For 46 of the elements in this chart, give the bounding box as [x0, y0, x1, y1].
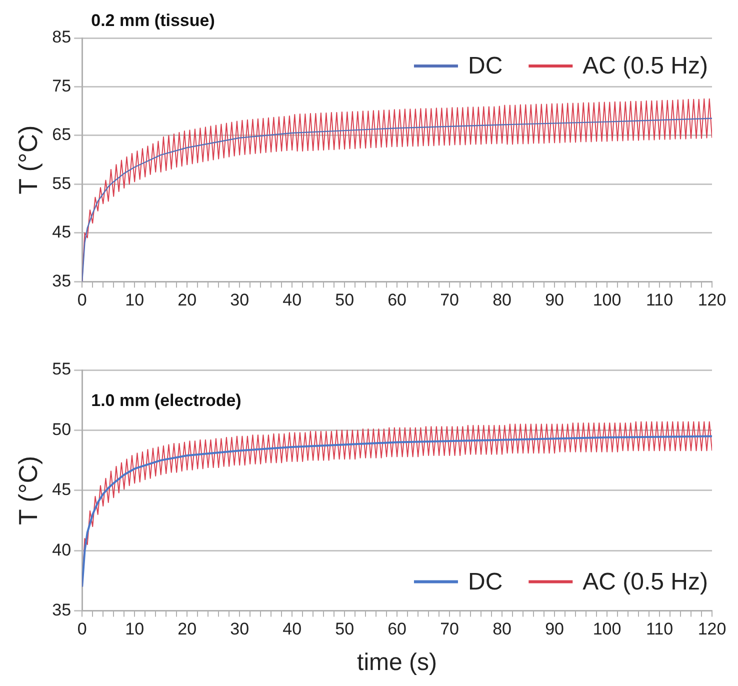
x-tick-label: 40: [282, 290, 302, 310]
legend-label: AC (0.5 Hz): [582, 52, 708, 80]
y-tick-label: 55: [52, 174, 72, 193]
y-tick-label: 45: [52, 222, 72, 242]
x-tick-label: 80: [492, 620, 512, 639]
legend-label: AC (0.5 Hz): [582, 568, 708, 596]
x-tick-label: 20: [178, 620, 197, 639]
x-tick-label: 30: [230, 290, 250, 310]
x-tick-label: 10: [125, 290, 144, 310]
x-tick-label: 120: [698, 620, 726, 639]
x-tick-label: 90: [545, 620, 564, 639]
x-tick-label: 50: [335, 290, 354, 310]
x-tick-label: 60: [388, 620, 407, 639]
chart-title: 0.2 mm (tissue): [91, 11, 215, 30]
x-tick-label: 110: [646, 620, 674, 639]
text: 1.0 mm (electrode): [91, 391, 242, 410]
x-tick-label: 0: [77, 620, 87, 639]
x-tick-label: 80: [492, 290, 512, 310]
x-tick-label: 60: [388, 290, 407, 310]
y-axis-title: T (°C): [12, 456, 43, 525]
x-tick-label: 70: [440, 290, 460, 310]
x-tick-label: 90: [545, 290, 564, 310]
legend-label: DC: [468, 568, 503, 596]
x-tick-label: 100: [592, 290, 622, 310]
x-tick-label: 10: [125, 620, 144, 639]
y-axis-title: T (°C): [12, 125, 43, 194]
y-tick-label: 35: [52, 600, 72, 620]
legend-label: DC: [468, 52, 503, 80]
y-tick-label: 85: [52, 28, 72, 47]
x-tick-label: 70: [440, 620, 460, 639]
x-tick-label: 120: [698, 290, 726, 310]
y-tick-label: 50: [52, 420, 72, 439]
x-axis-title: time (s): [357, 649, 438, 676]
y-tick-label: 45: [52, 480, 72, 500]
x-tick-label: 40: [282, 620, 302, 639]
y-tick-label: 35: [52, 271, 72, 290]
x-tick-label: 110: [646, 290, 674, 310]
y-tick-label: 65: [52, 125, 72, 144]
x-tick-label: 100: [592, 620, 622, 639]
y-tick-label: 40: [52, 540, 72, 560]
x-tick-label: 30: [230, 620, 250, 639]
x-tick-label: 0: [77, 290, 87, 310]
x-tick-label: 50: [335, 620, 354, 639]
y-tick-label: 55: [52, 360, 72, 379]
y-tick-label: 75: [52, 76, 72, 96]
x-tick-label: 20: [178, 290, 197, 310]
